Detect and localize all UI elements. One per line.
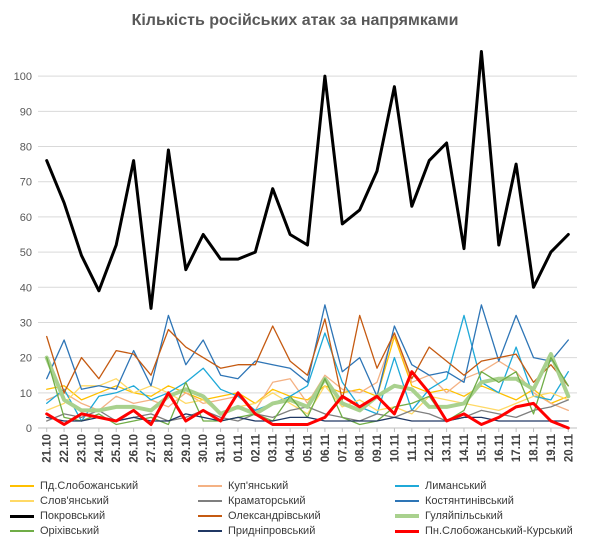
x-tick-label: 11.11 — [407, 433, 419, 461]
legend-label: Краматорський — [228, 495, 306, 507]
legend-swatch — [10, 514, 34, 518]
legend-item: Лиманський — [395, 479, 486, 493]
legend-swatch — [10, 485, 34, 488]
series-line — [46, 332, 569, 412]
series-line — [46, 378, 569, 415]
y-tick-label: 40 — [20, 282, 32, 294]
x-tick-label: 09.11 — [372, 433, 384, 462]
y-tick-label: 50 — [20, 247, 32, 259]
legend-swatch — [198, 500, 222, 503]
x-tick-label: 16.11 — [494, 433, 506, 462]
x-tick-label: 01.11 — [233, 433, 245, 462]
x-tick-label: 27.10 — [146, 434, 158, 463]
legend-label: Пн.Слобожанський-Курський — [425, 525, 573, 537]
legend-item: Придніпровський — [198, 524, 315, 538]
y-tick-label: 10 — [20, 388, 32, 400]
legend-swatch — [198, 485, 222, 488]
x-tick-label: 30.10 — [198, 434, 210, 463]
legend-item: Пд.Слобожанський — [10, 479, 138, 493]
legend-label: Костянтинівський — [425, 495, 514, 507]
legend-item: Олександрівський — [198, 509, 321, 523]
legend-label: Олександрівський — [228, 510, 321, 522]
legend-swatch — [198, 515, 222, 518]
x-tick-label: 04.11 — [285, 433, 297, 462]
y-tick-label: 60 — [20, 212, 32, 224]
y-axis-ticks: 0 10 20 30 40 50 60 70 80 90 100 — [14, 71, 32, 435]
x-tick-label: 18.11 — [529, 433, 541, 462]
x-tick-label: 08.11 — [355, 433, 367, 462]
x-tick-label: 15.11 — [476, 433, 488, 462]
y-tick-label: 100 — [14, 71, 32, 83]
x-tick-label: 13.11 — [442, 433, 454, 462]
y-tick-label: 0 — [26, 423, 32, 435]
x-tick-label: 28.10 — [163, 434, 175, 463]
x-axis: 21.10 22.10 23.10 24.10 25.10 26.10 27.10 28.10… — [42, 428, 575, 463]
chart-title: Кількість російських атак за напрямками — [131, 12, 459, 29]
x-tick-label: 12.11 — [424, 433, 436, 462]
legend-item: Костянтинівський — [395, 494, 514, 508]
y-tick-label: 90 — [20, 106, 32, 118]
legend-item: Пн.Слобожанський-Курський — [395, 524, 573, 538]
legend-label: Лиманський — [425, 480, 487, 492]
legend-label: Пд.Слобожанський — [40, 480, 139, 492]
legend-label: Гуляйпільський — [425, 510, 503, 522]
legend-item: Гуляйпільський — [395, 509, 503, 523]
legend-label: Покровський — [40, 510, 106, 522]
legend-swatch — [395, 529, 419, 533]
series-line — [46, 304, 569, 397]
series-line — [46, 314, 569, 401]
y-tick-label: 80 — [20, 142, 32, 154]
series-line — [45, 370, 570, 430]
x-tick-label: 24.10 — [94, 434, 106, 463]
x-tick-label: 21.10 — [42, 434, 54, 463]
x-tick-label: 17.11 — [511, 433, 523, 462]
legend-label: Придніпровський — [228, 525, 316, 537]
x-tick-label: 10.11 — [389, 433, 401, 462]
legend-item: Краматорський — [198, 494, 306, 508]
legend-item: Слов'янський — [10, 494, 109, 508]
x-tick-label: 23.10 — [76, 434, 88, 463]
x-tick-label: 07.11 — [337, 433, 349, 462]
legend-swatch — [198, 530, 222, 533]
legend-swatch — [395, 500, 419, 503]
x-tick-label: 19.11 — [546, 433, 558, 462]
x-tick-label: 29.10 — [181, 434, 193, 463]
series-layer — [44, 50, 571, 430]
x-tick-label: 05.11 — [303, 433, 315, 462]
y-tick-label: 30 — [20, 317, 32, 329]
x-tick-label: 06.11 — [320, 433, 332, 462]
series-line — [46, 413, 569, 422]
x-tick-label: 31.10 — [216, 434, 228, 463]
x-tick-label: 26.10 — [129, 434, 141, 463]
legend-item: Покровський — [10, 509, 105, 523]
y-tick-label: 70 — [20, 177, 32, 189]
legend-item: Оріхівський — [10, 524, 99, 538]
y-tick-label: 20 — [20, 353, 32, 365]
legend-label: Куп'янський — [228, 480, 289, 492]
legend-label: Оріхівський — [40, 525, 100, 537]
legend-swatch — [10, 530, 34, 533]
legend-swatch — [10, 500, 34, 503]
legend-item: Куп'янський — [198, 479, 288, 493]
x-tick-label: 14.11 — [459, 433, 471, 462]
x-tick-label: 22.10 — [59, 434, 71, 463]
series-line — [45, 50, 570, 310]
series-line — [44, 352, 571, 416]
legend-swatch — [395, 485, 419, 488]
x-tick-label: 02.11 — [250, 433, 262, 462]
x-tick-label: 20.11 — [563, 433, 575, 462]
x-tick-label: 03.11 — [268, 433, 280, 462]
legend-label: Слов'янський — [40, 495, 109, 507]
x-tick-label: 25.10 — [111, 434, 123, 463]
legend-swatch — [395, 514, 419, 519]
